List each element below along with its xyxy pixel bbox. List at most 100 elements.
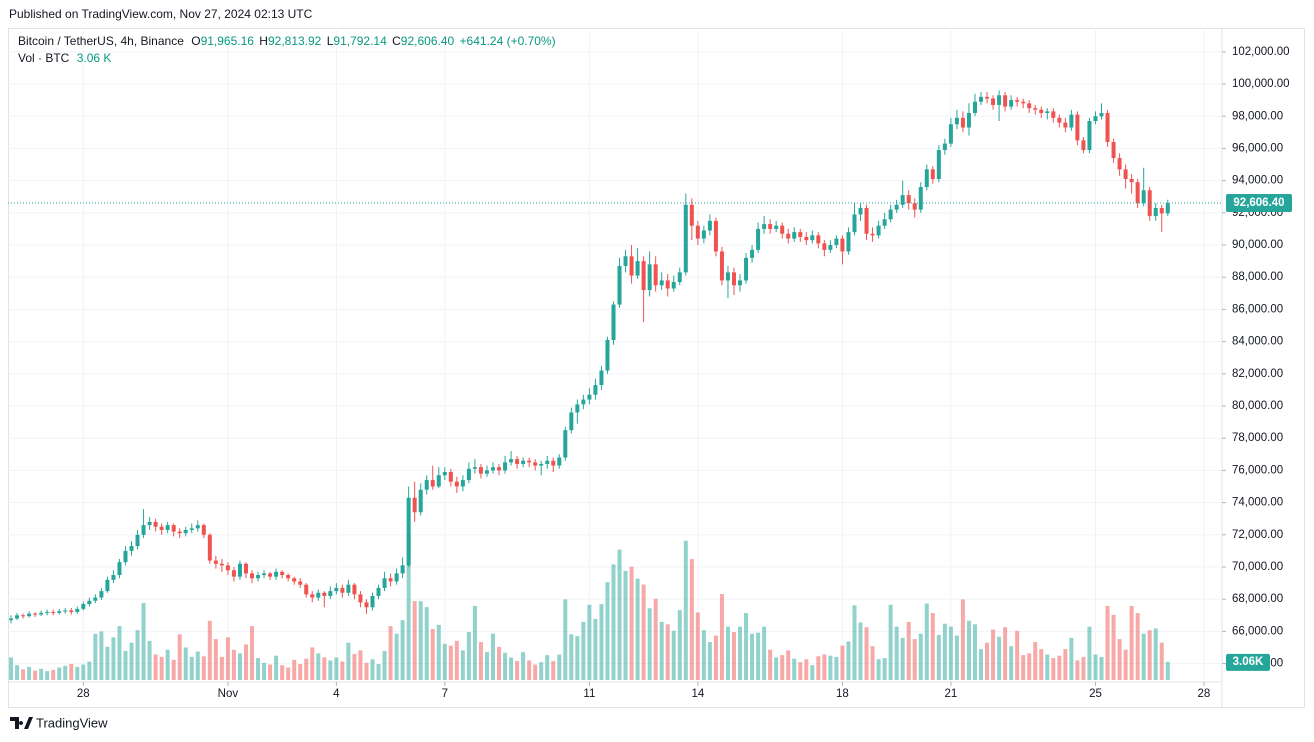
volume-bar <box>225 637 230 680</box>
volume-bar <box>99 631 104 680</box>
volume-bar <box>81 664 86 680</box>
volume-bar <box>1003 627 1008 680</box>
candle-body <box>1165 203 1170 214</box>
volume-bar <box>1009 646 1014 680</box>
candle-body <box>250 573 255 579</box>
candle-body <box>165 525 170 530</box>
volume-bar <box>346 642 351 680</box>
volume-bar <box>322 657 327 680</box>
volume-bar <box>623 570 628 680</box>
volume-bar <box>635 578 640 680</box>
candle-body <box>972 101 977 114</box>
candle-body <box>466 468 471 481</box>
candle-body <box>756 228 761 250</box>
volume-bar <box>15 665 20 680</box>
candle-body <box>286 575 291 579</box>
volume-bar <box>629 566 634 680</box>
candle-body <box>539 463 544 466</box>
candle-body <box>460 480 465 487</box>
candle-body <box>406 497 411 566</box>
candle-body <box>231 570 236 577</box>
candle-body <box>490 467 495 471</box>
volume-bar <box>442 643 447 680</box>
volume-bar <box>207 620 212 680</box>
volume-bar <box>406 534 411 680</box>
candle-body <box>840 238 845 252</box>
volume-bar <box>87 661 92 680</box>
volume-bar <box>774 657 779 680</box>
candle-body <box>551 460 556 466</box>
candle-body <box>629 256 634 276</box>
candle-body <box>569 412 574 431</box>
candle-body <box>364 602 369 608</box>
x-tick-label: 14 <box>691 688 704 700</box>
candles <box>8 90 1222 624</box>
volume-bar <box>1123 649 1128 680</box>
change: +641.24 (+0.70%) <box>460 34 556 48</box>
volume-bar <box>448 645 453 680</box>
y-tick-label: 86,000.00 <box>1232 303 1283 315</box>
candle-body <box>653 264 658 286</box>
volume-bar <box>942 623 947 680</box>
volume-bar <box>804 659 809 680</box>
volume-bar <box>852 605 857 680</box>
volume-bar <box>424 607 429 680</box>
volume-bar <box>900 637 905 680</box>
candle-body <box>798 232 803 237</box>
volume-bar <box>69 663 74 680</box>
volume-bar <box>792 658 797 680</box>
volume-bar <box>960 599 965 680</box>
volume-bar <box>436 624 441 680</box>
volume-bar <box>430 629 435 680</box>
volume-bar <box>237 653 242 680</box>
candle-body <box>57 611 62 613</box>
volume-bar <box>912 639 917 680</box>
candle-body <box>1123 169 1128 180</box>
candle-body <box>731 272 736 286</box>
volume-bar <box>930 613 935 680</box>
volume-bar <box>816 656 821 680</box>
volume-bar <box>364 662 369 680</box>
x-tick-label: 11 <box>583 688 595 700</box>
candle-body <box>478 467 483 474</box>
candle-body <box>503 462 508 471</box>
candle-body <box>647 264 652 291</box>
volume-bar <box>569 634 574 680</box>
volume-bar <box>75 666 80 680</box>
volume-bar <box>858 622 863 680</box>
candle-body <box>497 467 502 471</box>
volume-bar <box>605 582 610 680</box>
candle-body <box>515 459 520 464</box>
volume-bar <box>659 621 664 680</box>
volume-bar <box>370 659 375 680</box>
volume-bar <box>1051 658 1056 680</box>
candle-body <box>1069 114 1074 128</box>
volume-bar <box>786 650 791 680</box>
volume-bar <box>725 626 730 680</box>
candle-body <box>33 613 38 615</box>
volume-bar <box>412 601 417 680</box>
candle-body <box>1075 114 1080 141</box>
candle-body <box>828 245 833 250</box>
candle-body <box>1159 207 1164 214</box>
candle-body <box>111 575 116 580</box>
candle-body <box>858 207 863 215</box>
volume-bar <box>9 657 14 680</box>
volume-bar <box>21 669 26 680</box>
o-value: 91,965.16 <box>201 34 255 48</box>
candle-body <box>1081 140 1086 151</box>
volume-bar <box>1117 639 1122 680</box>
y-tick-label: 80,000.00 <box>1232 400 1283 412</box>
candle-body <box>195 525 200 529</box>
volume-bar <box>744 613 749 680</box>
volume-bar <box>503 652 508 680</box>
candle-body <box>1147 190 1152 217</box>
volume-bar <box>460 650 465 680</box>
volume-bar <box>45 671 50 680</box>
volume-bar <box>1087 626 1092 680</box>
volume-bar <box>750 633 755 680</box>
volume-bar <box>183 647 188 680</box>
candle-body <box>346 584 351 593</box>
candle-body <box>274 571 279 577</box>
